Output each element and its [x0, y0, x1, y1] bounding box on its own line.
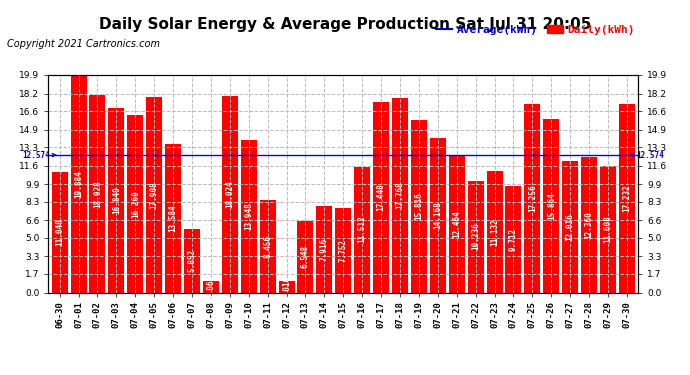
Text: 1.016: 1.016 [282, 275, 291, 298]
Text: 7.752: 7.752 [339, 238, 348, 262]
Bar [448, 156, 465, 292]
Bar [52, 172, 68, 292]
Bar [70, 75, 86, 292]
Bar [505, 186, 522, 292]
Bar [316, 206, 333, 292]
Text: 12.574: 12.574 [23, 151, 56, 160]
Text: 12.360: 12.360 [584, 211, 593, 239]
Text: 8.456: 8.456 [263, 235, 272, 258]
Bar [203, 281, 219, 292]
Text: 15.864: 15.864 [546, 192, 555, 220]
Bar [90, 96, 106, 292]
Text: 19.884: 19.884 [74, 170, 83, 198]
Text: Daily Solar Energy & Average Production Sat Jul 31 20:05: Daily Solar Energy & Average Production … [99, 17, 591, 32]
Text: 5.852: 5.852 [188, 249, 197, 272]
Text: 16.260: 16.260 [131, 190, 140, 217]
Bar [562, 161, 578, 292]
Text: Copyright 2021 Cartronics.com: Copyright 2021 Cartronics.com [7, 39, 160, 50]
Bar [259, 200, 276, 292]
Bar [241, 140, 257, 292]
Bar [127, 115, 144, 292]
Bar [486, 171, 502, 292]
Text: 17.908: 17.908 [150, 181, 159, 209]
Text: 7.916: 7.916 [320, 238, 329, 261]
Legend: Average(kWh), Daily(kWh): Average(kWh), Daily(kWh) [431, 21, 640, 39]
Bar [543, 119, 560, 292]
Bar [619, 104, 635, 292]
Text: 11.040: 11.040 [55, 218, 64, 246]
Bar [392, 98, 408, 292]
Text: 11.512: 11.512 [357, 216, 366, 243]
Text: 17.768: 17.768 [395, 182, 404, 209]
Text: 10.236: 10.236 [471, 223, 480, 251]
Bar [354, 166, 371, 292]
Text: 13.584: 13.584 [168, 204, 177, 232]
Bar [411, 120, 427, 292]
Text: 14.168: 14.168 [433, 201, 442, 229]
Text: 9.712: 9.712 [509, 228, 518, 251]
Bar [468, 181, 484, 292]
Text: 6.548: 6.548 [301, 245, 310, 268]
Text: 12.464: 12.464 [452, 210, 461, 238]
Text: 11.608: 11.608 [604, 215, 613, 243]
Text: 17.232: 17.232 [622, 184, 631, 212]
Text: 1.060: 1.060 [206, 275, 215, 298]
Bar [184, 228, 200, 292]
Bar [581, 158, 597, 292]
Text: 12.016: 12.016 [566, 213, 575, 241]
Text: 17.440: 17.440 [377, 183, 386, 211]
Bar [146, 97, 162, 292]
Bar [373, 102, 389, 292]
Text: 15.816: 15.816 [415, 192, 424, 220]
Bar [335, 208, 351, 292]
Bar [279, 281, 295, 292]
Text: 11.132: 11.132 [490, 218, 499, 246]
Text: 12.574: 12.574 [631, 151, 664, 160]
Bar [108, 108, 124, 292]
Bar [524, 104, 540, 292]
Bar [600, 166, 616, 292]
Bar [221, 96, 238, 292]
Text: 13.948: 13.948 [244, 202, 253, 230]
Bar [165, 144, 181, 292]
Text: 16.840: 16.840 [112, 187, 121, 214]
Text: 18.024: 18.024 [226, 180, 235, 208]
Bar [430, 138, 446, 292]
Text: 18.028: 18.028 [93, 180, 102, 208]
Bar [297, 221, 313, 292]
Text: 17.256: 17.256 [528, 184, 537, 212]
